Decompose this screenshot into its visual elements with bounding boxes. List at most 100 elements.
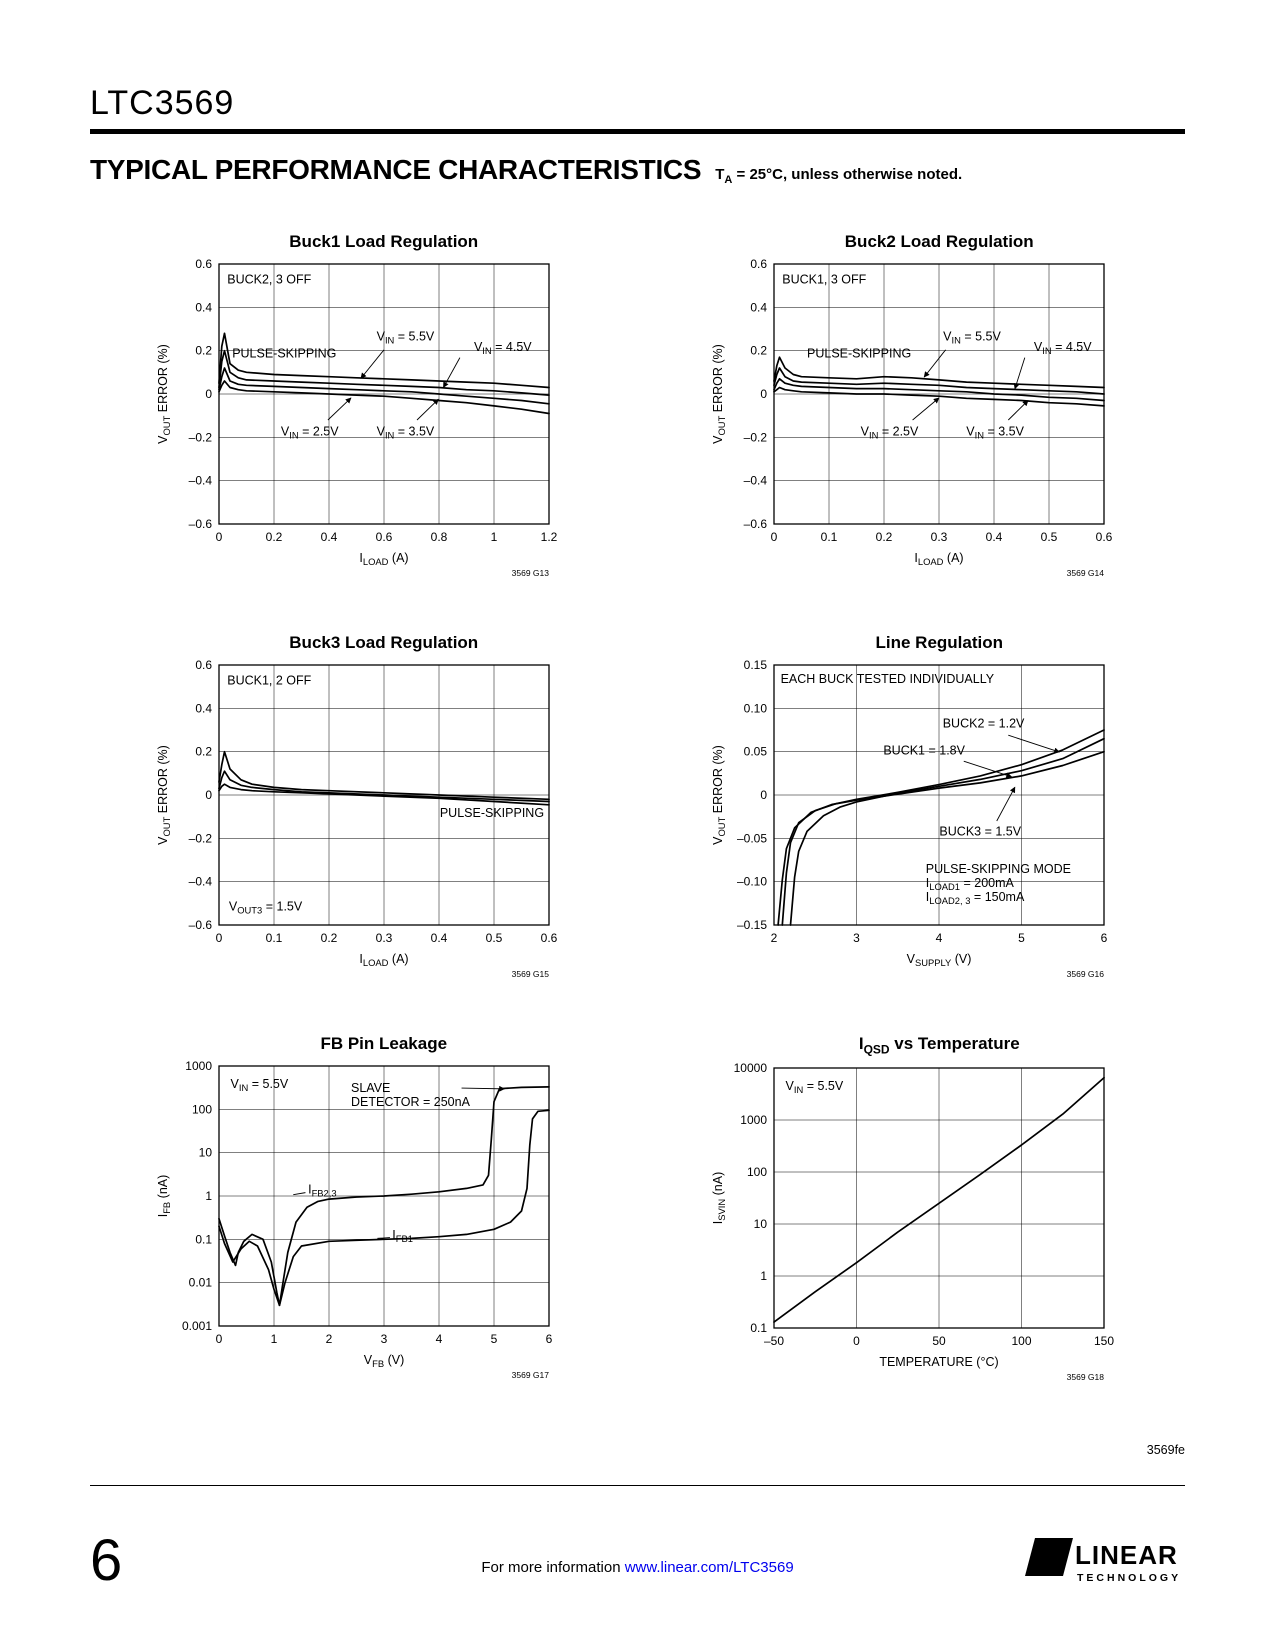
x-tick-label: 1 — [270, 1332, 277, 1346]
chart-annotation: VIN = 4.5V — [1034, 340, 1092, 356]
x-axis-label: ILOAD (A) — [359, 952, 408, 968]
x-tick-label: 5 — [1018, 931, 1025, 945]
annotation-arrow — [327, 397, 352, 421]
chart-title: IQSD vs Temperature — [858, 1034, 1020, 1057]
chart-title: Buck1 Load Regulation — [289, 232, 479, 251]
graph-id: 3569 G18 — [1067, 1372, 1105, 1382]
section-title: TYPICAL PERFORMANCE CHARACTERISTICS — [90, 154, 702, 185]
plot-border — [218, 664, 550, 926]
x-axis-label: TEMPERATURE (°C) — [880, 1355, 999, 1369]
y-axis-label: VOUT ERROR (%) — [156, 745, 172, 845]
y-tick-label: –0.4 — [744, 474, 768, 488]
series-line — [773, 367, 1106, 395]
series-line — [217, 783, 550, 806]
y-tick-label: 0 — [761, 788, 768, 802]
x-tick-label: 0.4 — [986, 530, 1003, 544]
annotation-arrow — [924, 349, 947, 378]
series-line — [217, 1109, 550, 1307]
x-tick-label: 6 — [1101, 931, 1108, 945]
chart-annotation: PULSE-SKIPPING — [232, 347, 336, 361]
x-tick-label: 150 — [1094, 1334, 1114, 1348]
linear-technology-logo: LT LINEAR TECHNOLOGY — [1025, 1538, 1181, 1584]
y-tick-label: 0.6 — [195, 658, 212, 672]
x-tick-label: 0.1 — [821, 530, 838, 544]
x-tick-label: 0.8 — [430, 530, 447, 544]
series-line — [217, 1086, 550, 1307]
y-axis-label: ISVIN (nA) — [711, 1172, 727, 1224]
page-number: 6 — [90, 1527, 123, 1593]
footer-info-line: For more information www.linear.com/LTC3… — [481, 1559, 793, 1576]
chart-annotation: BUCK2, 3 OFF — [227, 273, 311, 287]
plot-border — [218, 263, 550, 525]
chart-title: FB Pin Leakage — [320, 1034, 448, 1053]
chart-annotation: PULSE-SKIPPING — [440, 806, 544, 820]
chart-title: Buck2 Load Regulation — [844, 232, 1034, 251]
y-tick-label: –0.6 — [188, 918, 212, 932]
y-tick-label: 1000 — [741, 1113, 768, 1127]
series-line — [217, 367, 550, 405]
y-tick-label: 10000 — [734, 1061, 768, 1075]
x-tick-label: 0.6 — [540, 931, 557, 945]
series-line — [789, 737, 1106, 926]
y-tick-label: 0.4 — [195, 300, 212, 314]
series-line — [217, 750, 550, 801]
x-tick-label: 0.2 — [265, 530, 282, 544]
y-tick-label: 10 — [198, 1146, 212, 1160]
chart-canvas: –50 0 50 100 150 10000 1000 100 10 1 0.1 TEMPERATUR… — [711, 1061, 1114, 1382]
series-line — [217, 332, 550, 389]
x-tick-label: 5 — [490, 1332, 497, 1346]
annotation-arrow — [461, 1085, 505, 1092]
chart-canvas: 0 0.1 0.2 0.3 0.4 0.5 0.6 0.6 0.4 0.2 0 –0.2 –0.4 –0.… — [156, 658, 558, 979]
y-tick-label: 0.10 — [744, 701, 768, 715]
annotation-arrow — [292, 1192, 306, 1196]
annotation-arrow — [416, 398, 439, 421]
y-tick-label: –0.6 — [188, 517, 212, 531]
x-tick-label: 3 — [380, 1332, 387, 1346]
section-note: TA = 25°C, unless otherwise noted. — [715, 166, 962, 186]
note-text: = 25°C, unless otherwise noted. — [732, 166, 963, 183]
x-tick-label: 6 — [545, 1332, 552, 1346]
series-line — [777, 750, 1106, 926]
y-tick-label: –0.15 — [737, 918, 767, 932]
x-axis-label: ILOAD (A) — [915, 551, 964, 567]
annotation-arrow — [912, 397, 940, 421]
x-tick-label: 2 — [771, 931, 778, 945]
footer-link[interactable]: www.linear.com/LTC3569 — [624, 1559, 794, 1576]
chart-canvas: 0 0.1 0.2 0.3 0.4 0.5 0.6 0.6 0.4 0.2 0 –0.2 –0.4 –0.… — [711, 257, 1113, 578]
x-tick-label: 0 — [215, 1332, 222, 1346]
doc-code: 3569fe — [1146, 1443, 1185, 1457]
y-tick-label: –0.4 — [188, 875, 212, 889]
x-tick-label: 0.5 — [1041, 530, 1058, 544]
y-tick-label: 0.05 — [744, 745, 768, 759]
footer-info-text: For more information — [481, 1559, 625, 1576]
logo-technology-text: TECHNOLOGY — [1077, 1572, 1181, 1584]
series-line — [217, 380, 550, 415]
charts-grid: Buck1 Load Regulation 0 0.2 0.4 0.6 0.8 1 1.2 0.… — [90, 232, 1185, 1393]
chart-annotation: VOUT3 = 1.5V — [229, 900, 303, 916]
chart-annotation: VIN = 2.5V — [281, 425, 339, 441]
annotation-arrow — [442, 357, 461, 389]
y-tick-label: –0.2 — [188, 831, 212, 845]
y-tick-label: 0.6 — [751, 257, 768, 271]
section-header: TYPICAL PERFORMANCE CHARACTERISTICS TA =… — [90, 154, 1185, 186]
lt-logo-letters: LT — [1038, 1545, 1069, 1573]
y-tick-label: 0.6 — [195, 257, 212, 271]
chart-annotation: BUCK2 = 1.2V — [943, 716, 1025, 730]
chart-buck2-load-regulation: Buck2 Load Regulation 0 0.1 0.2 0.3 0.4 0.5 0.6… — [700, 232, 1130, 589]
x-tick-label: 0 — [215, 530, 222, 544]
chart-title: Line Regulation — [875, 633, 1004, 652]
y-tick-label: –0.2 — [188, 430, 212, 444]
series-line — [217, 349, 550, 396]
x-tick-label: 0 — [771, 530, 778, 544]
annotation-arrow — [1008, 400, 1029, 421]
x-tick-label: 0.3 — [931, 530, 948, 544]
y-axis-label: VOUT ERROR (%) — [156, 344, 172, 444]
chart-title: Buck3 Load Regulation — [289, 633, 479, 652]
note-prefix: T — [715, 166, 725, 183]
part-number: LTC3569 — [90, 84, 235, 122]
footer-rule — [90, 1485, 1185, 1486]
x-tick-label: 1.2 — [540, 530, 557, 544]
chart-annotation: VIN = 5.5V — [943, 330, 1001, 346]
plot-border — [773, 1067, 1105, 1330]
x-axis-label: ILOAD (A) — [359, 551, 408, 567]
